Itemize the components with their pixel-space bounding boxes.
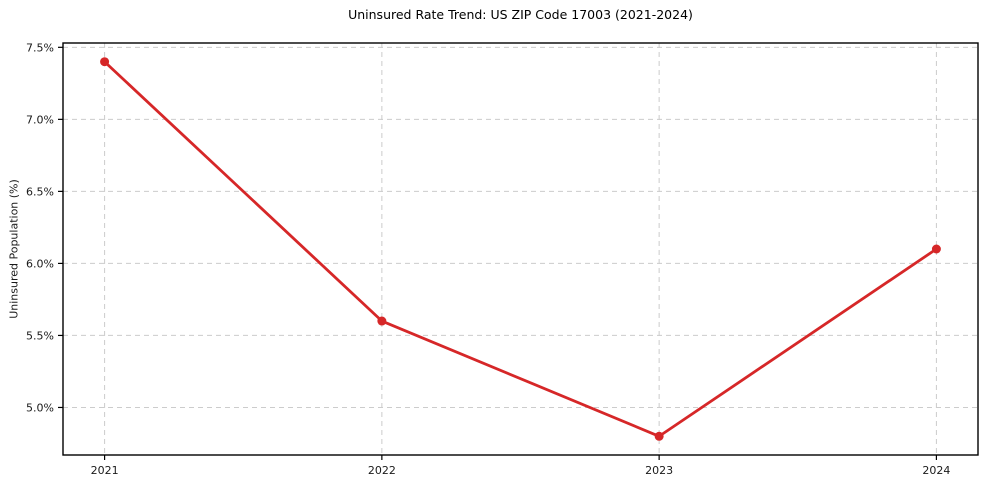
x-tick-label: 2022: [368, 464, 396, 477]
x-tick-label: 2024: [922, 464, 950, 477]
trend-line: [103, 60, 938, 438]
x-tick-label: 2023: [645, 464, 673, 477]
chart-title: Uninsured Rate Trend: US ZIP Code 17003 …: [348, 7, 693, 22]
y-axis-label: Uninsured Population (%): [7, 179, 21, 319]
data-point-2021: [100, 57, 110, 67]
data-point-2023: [654, 431, 664, 441]
y-tick-label: 7.5%: [26, 41, 54, 54]
y-tick-label: 6.0%: [26, 257, 54, 270]
y-tick-label: 7.0%: [26, 113, 54, 126]
y-tick-label: 6.5%: [26, 185, 54, 198]
data-point-2022: [377, 316, 387, 326]
y-tick-label: 5.5%: [26, 329, 54, 342]
x-tick-label: 2021: [91, 464, 119, 477]
axes-spines: [62, 42, 979, 456]
data-point-2024: [931, 244, 941, 254]
y-tick-label: 5.0%: [26, 401, 54, 414]
